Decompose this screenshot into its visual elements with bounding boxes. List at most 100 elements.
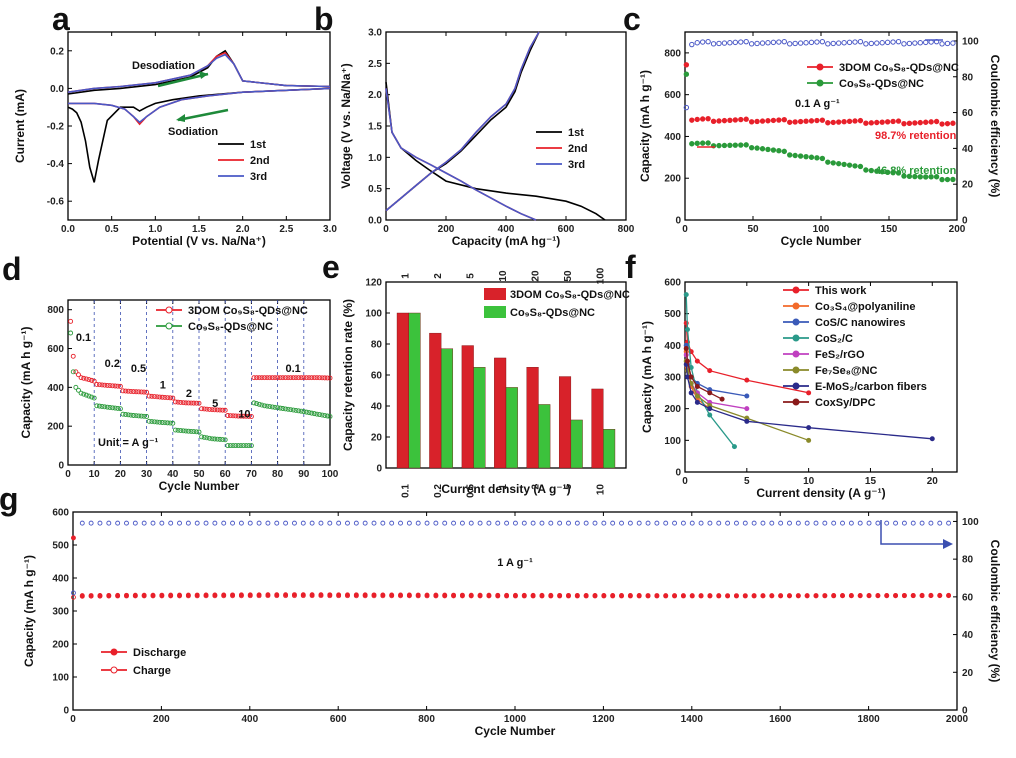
data-point-Co₉S₈-QDs@NC <box>204 435 210 441</box>
data-point-Co₉S₈-QDs@NC <box>180 428 186 434</box>
data-point-CoxSy/DPC <box>683 346 689 351</box>
legend-a-1-text: 2nd <box>250 155 270 167</box>
data-point-Coulombic efficiency <box>70 590 76 596</box>
data-point-Coulombic efficiency <box>716 40 722 47</box>
data-point-Charge <box>274 593 280 599</box>
data-point-Coulombic efficiency <box>759 40 766 46</box>
data-point-Co₉S₈-QDs@NC <box>178 428 184 433</box>
y2-tick-label: 40 <box>962 144 974 155</box>
legend-f-1-marker <box>792 302 800 310</box>
data-point-Co₉S₈-QDs@NC <box>776 148 782 154</box>
data-point-Charge <box>804 593 810 599</box>
data-point-3DOM Co₉S₈-QDs@NC <box>233 413 239 419</box>
legend-d-1-marker <box>165 322 173 330</box>
data-point-Coulombic efficiency <box>221 520 227 526</box>
data-point-3DOM Co₉S₈-QDs@NC <box>303 375 309 381</box>
data-point-3DOM Co₉S₈-QDs@NC <box>112 383 118 389</box>
data-point-Coulombic efficiency <box>868 40 875 47</box>
data-point-3DOM Co₉S₈-QDs@NC <box>283 375 288 381</box>
plot-frame <box>72 511 958 711</box>
data-point-Coulombic efficiency <box>689 520 695 526</box>
data-point-Charge <box>795 593 801 599</box>
legend-d-0-marker <box>165 306 173 314</box>
data-point-Coulombic efficiency <box>106 520 112 526</box>
data-point-Co₉S₈-QDs@NC <box>162 420 168 426</box>
y-tick-label: 600 <box>52 508 69 519</box>
y-tick-label: 1.5 <box>368 122 382 133</box>
data-point-Co₉S₈-QDs@NC <box>254 401 260 407</box>
data-point-3DOM Co₉S₈-QDs@NC <box>256 375 262 381</box>
bar-Co₉S₈-QDs@NC <box>440 348 454 469</box>
data-point-Coulombic efficiency <box>451 520 457 526</box>
data-point-Coulombic efficiency <box>705 38 711 45</box>
data-point-Charge <box>238 593 244 599</box>
data-point-Coulombic efficiency <box>906 40 913 47</box>
data-point-Charge <box>601 593 607 599</box>
data-point-Coulombic efficiency <box>371 520 377 526</box>
arrow-desodiation <box>157 72 209 88</box>
legend-g-0-text: Discharge <box>133 647 186 659</box>
data-point-Co₉S₈-QDs@NC <box>133 413 139 419</box>
data-point-Charge <box>433 593 439 599</box>
data-point-Charge <box>725 593 731 599</box>
bar-Co₉S₈-QDs@NC <box>473 367 486 469</box>
y-tick-label: 300 <box>664 373 681 384</box>
data-point-Co₉S₈-QDs@NC <box>188 428 194 434</box>
data-point-3DOM Co₉S₈-QDs@NC <box>895 118 902 124</box>
legend-d-0-text: 3DOM Co₉S₈-QDs@NC <box>188 305 308 317</box>
x-tick-label: 10 <box>595 484 606 496</box>
data-point-Coulombic efficiency <box>699 39 706 45</box>
data-point-3DOM Co₉S₈-QDs@NC <box>243 413 249 419</box>
y-tick-label: 20 <box>371 433 383 444</box>
data-point-Charge <box>88 593 94 599</box>
x-tick-label: 10 <box>803 476 815 487</box>
data-point-Co₉S₈-QDs@NC <box>298 408 304 414</box>
legend-b-0-text: 1st <box>568 127 584 139</box>
data-point-3DOM Co₉S₈-QDs@NC <box>264 375 270 381</box>
data-point-Coulombic efficiency <box>389 520 395 526</box>
data-point-Charge <box>689 593 695 599</box>
data-point-Coulombic efficiency <box>830 40 836 47</box>
data-point-3DOM Co₉S₈-QDs@NC <box>138 389 144 395</box>
data-point-Coulombic efficiency <box>841 40 847 46</box>
data-point-Co₉S₈-QDs@NC <box>94 403 100 409</box>
data-point-Co₉S₈-QDs@NC <box>86 393 92 399</box>
data-point-Charge <box>504 593 510 599</box>
data-point-3DOM Co₉S₈-QDs@NC <box>120 388 126 394</box>
data-point-Co₉S₈-QDs@NC <box>167 420 173 426</box>
data-point-3DOM Co₉S₈-QDs@NC <box>89 377 95 383</box>
x-tick-label: 1600 <box>769 714 792 725</box>
legend-e-swatch <box>484 288 506 300</box>
data-point-3DOM Co₉S₈-QDs@NC <box>83 376 89 382</box>
x-tick-label: 0 <box>65 469 71 480</box>
data-point-Coulombic efficiency <box>857 520 863 526</box>
data-point-3DOM Co₉S₈-QDs@NC <box>944 120 951 127</box>
legend-d-1-text: Co₉S₈-QDs@NC <box>188 321 273 333</box>
data-point-Coulombic efficiency <box>574 520 580 526</box>
panel-label-d: d <box>2 251 22 287</box>
data-point-Charge <box>265 593 271 599</box>
data-point-Coulombic efficiency <box>950 40 956 46</box>
data-point-Coulombic efficiency <box>760 520 766 526</box>
data-point-Co₉S₈-QDs@NC <box>301 409 307 415</box>
data-point-Charge <box>415 593 421 599</box>
data-point-Charge <box>221 593 227 599</box>
data-point-3DOM Co₉S₈-QDs@NC <box>748 119 755 125</box>
data-point-Co₉S₈-QDs@NC <box>884 169 891 176</box>
x-tick-label: 1400 <box>681 714 704 725</box>
data-point-3DOM Co₉S₈-QDs@NC <box>830 119 836 126</box>
data-point-3DOM Co₉S₈-QDs@NC <box>149 393 155 399</box>
data-point-Charge <box>610 593 616 599</box>
x-tick-label: 0 <box>682 476 688 487</box>
x-axis-label: Cycle Number <box>781 234 862 248</box>
data-point-Coulombic efficiency <box>504 520 510 526</box>
data-point-Co₉S₈-QDs@NC <box>104 404 110 410</box>
data-point-Co₉S₈-QDs@NC <box>716 142 722 149</box>
data-point-Co₉S₈-QDs@NC <box>868 167 875 174</box>
data-point-Coulombic efficiency <box>185 520 191 526</box>
data-point-Charge <box>380 593 386 599</box>
data-point-Co₉S₈-QDs@NC <box>689 141 695 147</box>
bar-3DOM Co₉S₈-QDs@NC <box>396 312 409 469</box>
y-tick-label: 200 <box>664 174 681 185</box>
x-tick-label: 100 <box>813 224 830 235</box>
